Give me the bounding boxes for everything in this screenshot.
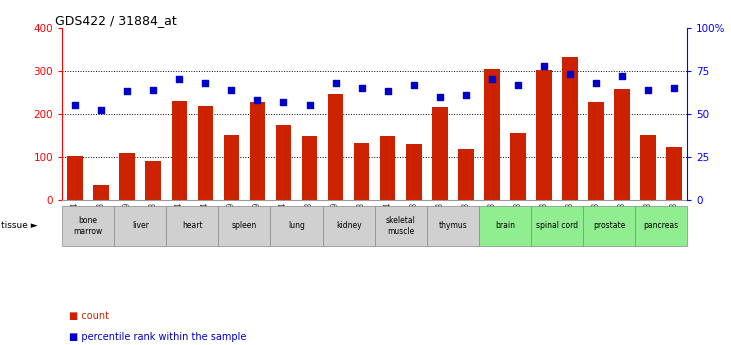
FancyBboxPatch shape: [479, 206, 531, 246]
FancyBboxPatch shape: [583, 206, 635, 246]
FancyBboxPatch shape: [114, 206, 167, 246]
Text: spleen: spleen: [232, 221, 257, 230]
Bar: [67, 156, 83, 200]
FancyBboxPatch shape: [167, 206, 219, 246]
Text: ■ count: ■ count: [69, 311, 110, 321]
Point: [538, 63, 550, 68]
Point: [616, 73, 628, 79]
FancyBboxPatch shape: [62, 206, 114, 246]
FancyBboxPatch shape: [635, 206, 687, 246]
Bar: [614, 89, 630, 200]
Bar: [406, 144, 422, 200]
FancyBboxPatch shape: [427, 206, 479, 246]
Point: [148, 87, 159, 92]
Text: pancreas: pancreas: [643, 221, 678, 230]
Point: [512, 82, 523, 87]
Point: [408, 82, 420, 87]
Point: [173, 77, 185, 82]
Point: [95, 108, 107, 113]
Bar: [276, 125, 292, 200]
FancyBboxPatch shape: [270, 206, 322, 246]
Point: [69, 102, 81, 108]
Point: [278, 99, 289, 105]
Bar: [145, 161, 161, 200]
Point: [330, 80, 341, 86]
FancyBboxPatch shape: [322, 206, 374, 246]
FancyBboxPatch shape: [531, 206, 583, 246]
Point: [251, 97, 263, 103]
Bar: [562, 57, 577, 200]
Bar: [94, 185, 109, 200]
Point: [303, 102, 315, 108]
Bar: [484, 69, 500, 200]
Bar: [458, 149, 474, 200]
FancyBboxPatch shape: [374, 206, 427, 246]
Text: skeletal
muscle: skeletal muscle: [386, 216, 416, 236]
Point: [643, 87, 654, 92]
Point: [382, 89, 393, 94]
Bar: [432, 107, 447, 200]
Point: [356, 85, 368, 91]
Bar: [172, 101, 187, 200]
Text: thymus: thymus: [439, 221, 467, 230]
Text: kidney: kidney: [336, 221, 361, 230]
Text: liver: liver: [132, 221, 148, 230]
Text: spinal cord: spinal cord: [536, 221, 578, 230]
Bar: [354, 143, 369, 200]
Text: heart: heart: [182, 221, 202, 230]
Bar: [536, 70, 552, 200]
Text: tissue ►: tissue ►: [1, 221, 38, 230]
Bar: [327, 95, 344, 200]
Bar: [588, 102, 604, 200]
Bar: [197, 106, 213, 200]
Bar: [380, 136, 395, 200]
Point: [434, 94, 446, 99]
Point: [200, 80, 211, 86]
Bar: [302, 136, 317, 200]
Point: [121, 89, 133, 94]
Point: [486, 77, 498, 82]
Bar: [224, 135, 239, 200]
Text: bone
marrow: bone marrow: [74, 216, 103, 236]
Point: [564, 71, 576, 77]
Text: prostate: prostate: [593, 221, 625, 230]
Bar: [667, 147, 682, 200]
Bar: [250, 102, 265, 200]
Text: brain: brain: [495, 221, 515, 230]
Point: [226, 87, 238, 92]
Text: lung: lung: [288, 221, 305, 230]
Point: [590, 80, 602, 86]
FancyBboxPatch shape: [219, 206, 270, 246]
Bar: [119, 152, 135, 200]
Point: [668, 85, 680, 91]
Bar: [510, 133, 526, 200]
Text: GDS422 / 31884_at: GDS422 / 31884_at: [55, 14, 177, 27]
Text: ■ percentile rank within the sample: ■ percentile rank within the sample: [69, 332, 247, 342]
Point: [460, 92, 471, 98]
Bar: [640, 135, 656, 200]
